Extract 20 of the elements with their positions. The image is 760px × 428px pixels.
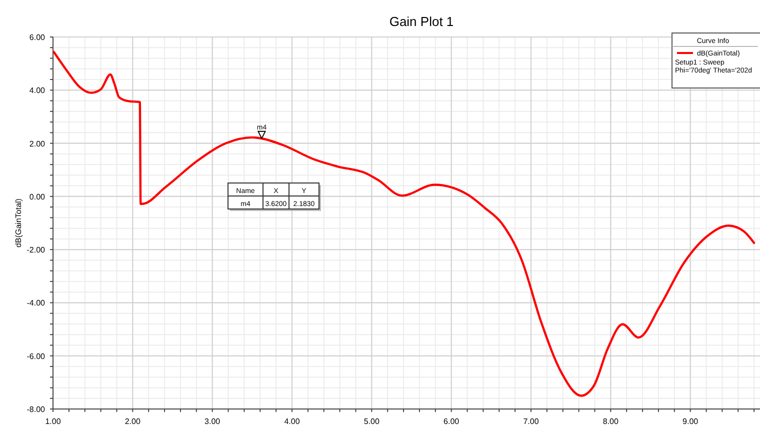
y-axis-title: dB(GainTotal) <box>14 198 23 248</box>
y-tick-label: -2.00 <box>26 246 46 255</box>
x-tick-label: 2.00 <box>124 417 141 426</box>
y-tick-label: 4.00 <box>29 86 46 96</box>
y-tick-label: 6.00 <box>29 33 46 42</box>
y-tick-label: 0.00 <box>29 192 46 202</box>
x-tick-label: 1.00 <box>45 417 62 426</box>
chart-title: Gain Plot 1 <box>389 14 454 29</box>
y-tick-label: -6.00 <box>26 352 46 361</box>
line-series <box>52 50 756 397</box>
x-tick-label: 5.00 <box>364 417 380 426</box>
x-tick-label: 3.00 <box>204 417 221 426</box>
x-tick-label: 7.00 <box>523 417 540 426</box>
y-tick-label: 2.00 <box>29 139 46 148</box>
y-tick-label: -4.00 <box>26 298 46 308</box>
x-tick-label: 6.00 <box>444 417 460 426</box>
x-tick-label: 9.00 <box>682 417 699 426</box>
x-tick-label: 4.00 <box>284 417 300 426</box>
x-tick-label: 8.00 <box>602 417 619 426</box>
y-tick-label: -8.00 <box>26 405 46 414</box>
